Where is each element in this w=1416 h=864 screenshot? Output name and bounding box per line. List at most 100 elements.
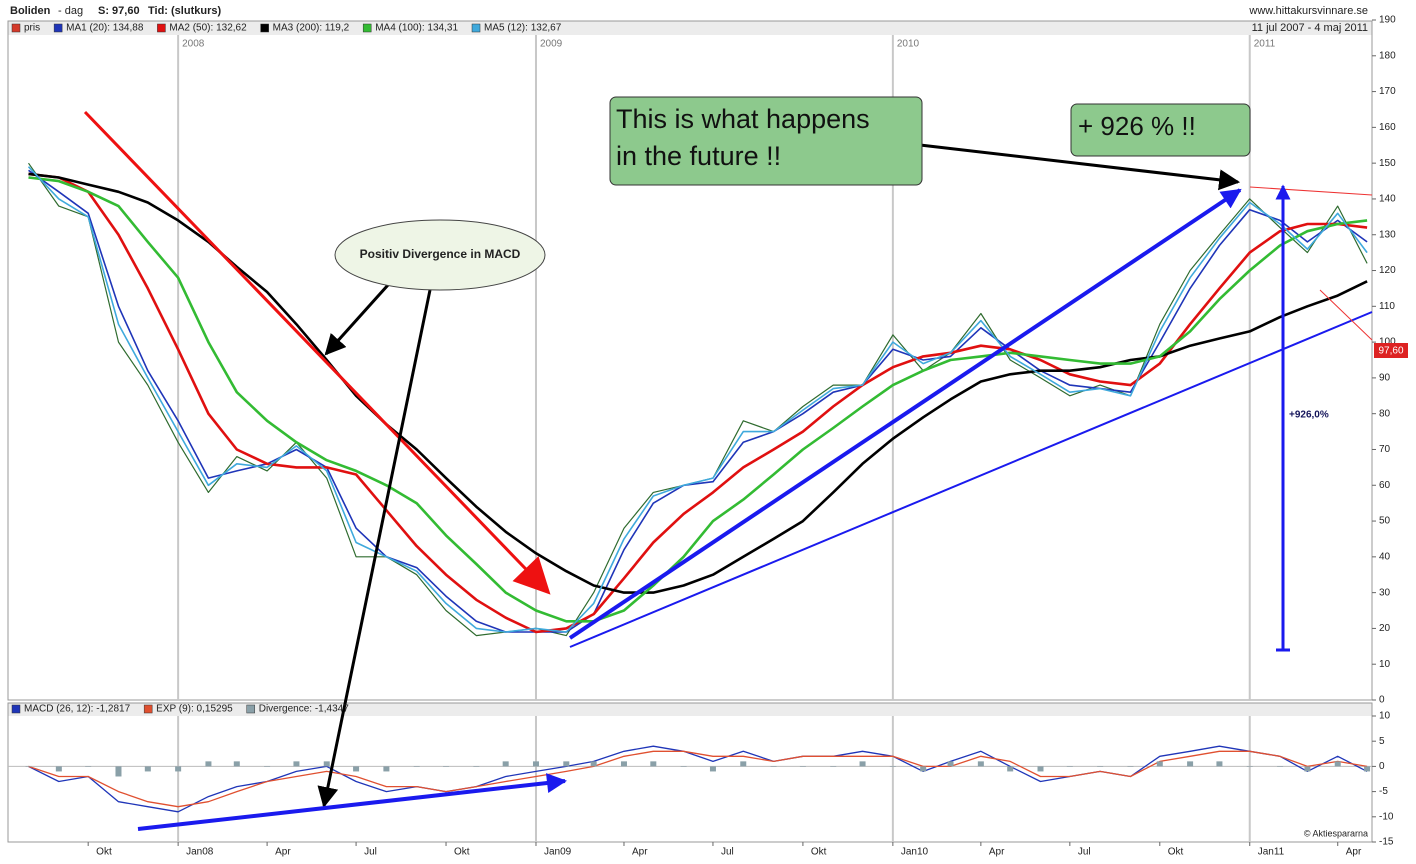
gain-text: + 926 % !!	[1078, 111, 1196, 141]
series-line	[28, 176, 1368, 623]
divergence-bar	[650, 761, 657, 767]
stock-name: Boliden	[10, 5, 51, 17]
year-label: 2010	[897, 39, 920, 50]
y-tick-label: 10	[1379, 659, 1391, 670]
divergence-bar	[85, 766, 92, 767]
y-tick-label: 20	[1379, 623, 1391, 634]
divergence-bar	[175, 766, 182, 772]
legend-label: MA1 (20): 134,88	[66, 23, 144, 34]
divergence-bar	[770, 766, 777, 767]
future-text: This is what happens	[616, 104, 870, 134]
divergence-bar	[115, 766, 122, 777]
series-line	[28, 172, 1368, 594]
divergence-bar	[473, 766, 480, 767]
y-tick-label: 10	[1379, 711, 1391, 722]
y-tick-label: 40	[1379, 551, 1391, 562]
legend-label: MA3 (200): 119,2	[273, 23, 350, 34]
source: www.hittakursvinnare.se	[1248, 5, 1368, 17]
up-trend-arrow	[568, 188, 1242, 640]
divergence-bar	[1156, 761, 1163, 767]
series-line	[28, 750, 1368, 808]
price-mode: Tid: (slutkurs)	[148, 5, 221, 17]
divergence-arrow-macd	[317, 289, 432, 809]
legend-swatch	[362, 23, 372, 33]
legend-swatch	[157, 23, 166, 33]
legend-label: MA5 (12): 132,67	[484, 23, 562, 34]
series-line	[28, 172, 1368, 634]
legend-label: Divergence: -1,4347	[259, 704, 349, 715]
gain-measure: +926,0%	[1289, 410, 1329, 421]
y-tick-label: -5	[1379, 786, 1388, 797]
gain-box	[1070, 103, 1251, 157]
y-tick-label: 60	[1379, 480, 1391, 491]
y-tick-label: 70	[1379, 444, 1391, 455]
year-label: 2008	[182, 39, 205, 50]
series-line	[27, 166, 1368, 633]
y-tick-label: 120	[1379, 265, 1396, 276]
legend-swatch	[260, 23, 269, 33]
series-line	[28, 169, 1368, 633]
legend-band	[8, 21, 1372, 35]
divergence-bar	[1334, 761, 1341, 767]
y-tick-label: 80	[1379, 408, 1391, 419]
legend-swatch	[53, 23, 63, 33]
y-tick-label: 0	[1379, 761, 1385, 772]
divergence-bar	[1304, 766, 1311, 772]
divergence-bar	[590, 761, 597, 767]
y-tick-label: 160	[1379, 122, 1396, 133]
x-tick-label: Apr	[275, 847, 291, 858]
divergence-bar	[55, 766, 62, 772]
copyright: © Aktiespararna	[1304, 828, 1368, 838]
y-tick-label: 180	[1379, 50, 1396, 61]
y-tick-label: 50	[1379, 516, 1391, 527]
divergence-bar	[889, 766, 896, 767]
x-tick-label: Jul	[1078, 847, 1091, 858]
price-frame	[7, 20, 1373, 701]
divergence-bar	[502, 761, 509, 767]
y-tick-label: 90	[1379, 373, 1391, 384]
divergence-bar	[920, 766, 927, 772]
x-tick-label: Jan11	[1258, 847, 1285, 858]
divergence-bar	[1127, 766, 1134, 767]
legend-label: pris	[24, 23, 40, 34]
divergence-bar	[413, 766, 420, 767]
year-label: 2011	[1254, 39, 1276, 50]
macd-trend-arrow	[137, 773, 567, 831]
future-arrow	[919, 143, 1241, 191]
last-price: S: 97,60	[98, 5, 140, 17]
legend-label: MACD (26, 12): -1,2817	[24, 704, 131, 715]
divergence-bar	[1364, 766, 1371, 772]
y-tick-label: 100	[1379, 337, 1396, 348]
x-tick-label: Okt	[1168, 847, 1184, 858]
divergence-bar	[563, 761, 570, 767]
y-tick-label: 130	[1379, 229, 1396, 240]
x-tick-label: Apr	[1346, 847, 1362, 858]
divergence-bar	[1066, 766, 1073, 767]
divergence-bar	[383, 766, 390, 772]
divergence-bar	[859, 761, 866, 767]
y-tick-label: -10	[1379, 811, 1394, 822]
support-line	[569, 311, 1373, 648]
x-tick-label: Okt	[454, 847, 470, 858]
x-tick-label: Okt	[811, 847, 827, 858]
channel-bottom	[1319, 289, 1373, 341]
y-tick-label: 5	[1379, 736, 1385, 747]
x-tick-label: Okt	[96, 847, 112, 858]
future-text: in the future !!	[616, 141, 781, 171]
divergence-bar	[205, 761, 212, 767]
legend-swatch	[11, 704, 21, 714]
divergence-bar	[1037, 766, 1044, 772]
price-tag	[1374, 343, 1408, 358]
divergence-bar	[25, 766, 32, 767]
y-tick-label: 0	[1379, 695, 1385, 706]
x-tick-label: Apr	[632, 847, 648, 858]
down-trend-arrow	[83, 110, 551, 595]
date-range: 11 jul 2007 - 4 maj 2011	[1252, 22, 1368, 34]
divergence-bar	[323, 761, 330, 767]
x-tick-label: Jul	[364, 847, 377, 858]
legend-label: EXP (9): 0,15295	[156, 704, 233, 715]
divergence-bar	[1187, 761, 1194, 767]
y-tick-label: 190	[1379, 15, 1396, 26]
divergence-bar	[620, 761, 627, 767]
divergence-bar	[1277, 766, 1284, 767]
